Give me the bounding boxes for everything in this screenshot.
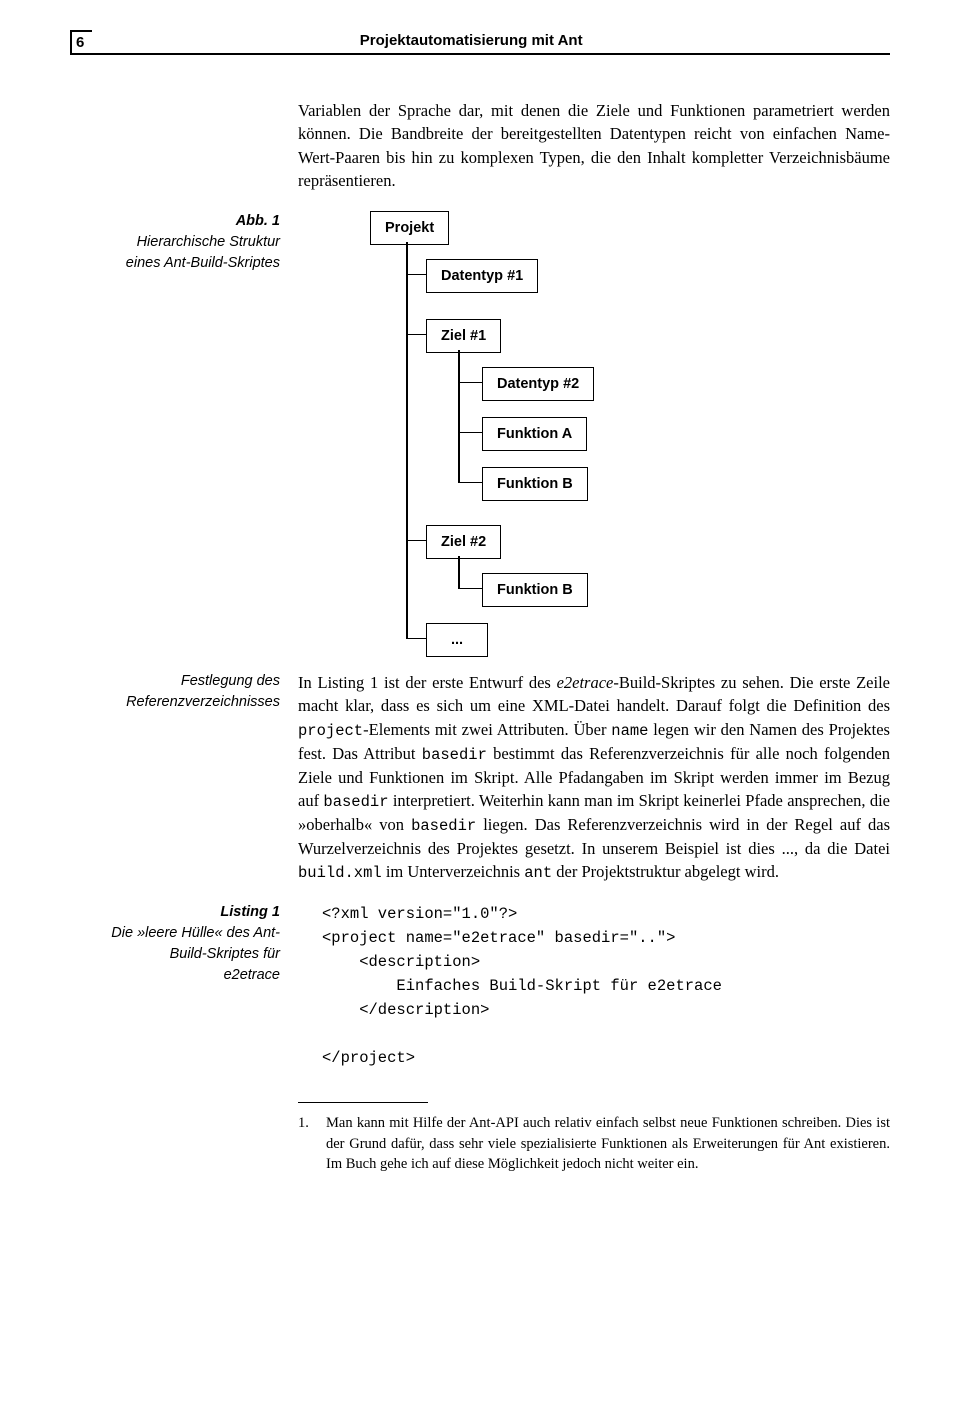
chapter-title: Projektautomatisierung mit Ant [92,30,890,49]
footnote-rule [298,1102,428,1103]
page-header: 6 Projektautomatisierung mit Ant [70,30,890,55]
code-inline: base­dir [422,746,487,764]
diagram-node-datentyp1: Datentyp #1 [426,259,538,294]
figure-caption-line: eines Ant-Build-Skriptes [126,255,280,271]
diagram-node-ziel1: Ziel #1 [426,319,501,354]
figure-caption: Abb. 1 Hierarchische Struktur eines Ant-… [70,211,298,653]
code-inline: ant [524,864,552,882]
margin-note-line: Festlegung des [181,673,280,689]
listing-caption-title: Listing 1 [220,904,280,920]
footnote-number: 1. [298,1113,326,1174]
code-listing: <?xml version="1.0"?> <project name="e2e… [298,902,890,1070]
margin-note-line: Referenzverzeichnisses [126,694,280,710]
diagram-node-ziel2: Ziel #2 [426,525,501,560]
listing-caption-line: Build-Skriptes für [170,946,280,962]
page-number: 6 [70,30,92,53]
listing-caption: Listing 1 Die »leere Hülle« des Ant- Bui… [70,902,298,1070]
listing-caption-line: e2etrace [224,967,280,983]
figure-caption-title: Abb. 1 [236,213,280,229]
product-name: e2etrace [557,673,614,692]
diagram-node-funktionA: Funktion A [482,417,587,452]
footnote-text: Man kann mit Hilfe der Ant-API auch rela… [326,1113,890,1174]
code-inline: name [611,722,648,740]
intro-paragraph: Variablen der Sprache dar, mit denen die… [298,99,890,193]
listing-caption-line: Die »leere Hülle« des Ant- [111,925,280,941]
code-inline: project [298,722,363,740]
margin-note-referenz: Festlegung des Referenzverzeichnisses [70,671,298,885]
diagram-node-projekt: Projekt [370,211,449,246]
diagram-node-more: ... [426,623,488,658]
diagram-node-datentyp2: Datentyp #2 [482,367,594,402]
figure-caption-line: Hierarchische Struktur [137,234,280,250]
diagram-node-funktionB: Funktion B [482,573,588,608]
hierarchy-diagram: Projekt Datentyp #1 Ziel #1 Datentyp #2 … [298,211,718,653]
code-inline: build.xml [298,864,382,882]
body-paragraph: In Listing 1 ist der erste Entwurf des e… [298,671,890,885]
footnote: 1. Man kann mit Hilfe der Ant-API auch r… [298,1113,890,1174]
code-inline: basedir [323,793,388,811]
code-inline: basedir [411,817,476,835]
diagram-node-funktionB: Funktion B [482,467,588,502]
